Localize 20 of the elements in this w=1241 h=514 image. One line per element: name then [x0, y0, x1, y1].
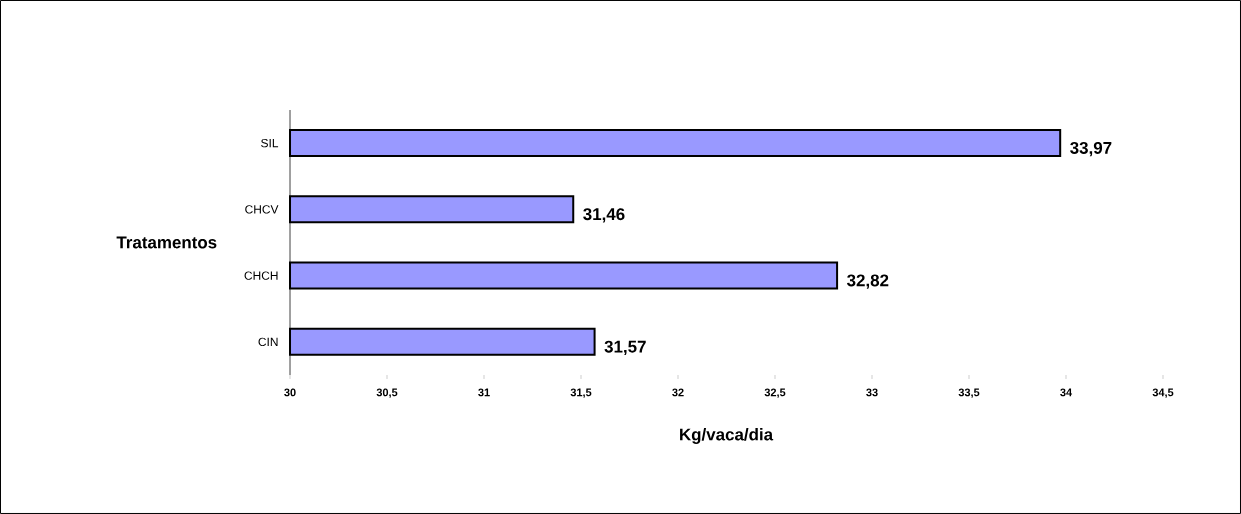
x-tick-label: 30	[284, 388, 296, 397]
y-tick-label: SIL	[261, 138, 279, 148]
x-tick-label: 33	[866, 388, 878, 397]
y-axis-title: Tratamentos	[116, 236, 217, 249]
x-tick-label: 34	[1060, 388, 1073, 397]
data-label: 31,57	[604, 340, 646, 356]
x-tick-label: 31,5	[570, 388, 592, 398]
x-tick-label: 32,5	[764, 388, 786, 398]
data-label: 31,46	[583, 208, 625, 223]
y-tick-label: CIN	[258, 337, 278, 347]
x-tick-label: 34,5	[1152, 388, 1174, 398]
y-tick-label: CHCV	[245, 205, 279, 214]
x-tick-label: 33,5	[958, 388, 980, 398]
x-tick-label: 30,5	[376, 388, 398, 398]
x-axis-title: Kg/vaca/dia	[680, 428, 774, 444]
data-label: 32,82	[847, 274, 889, 289]
data-label: 33,97	[1070, 141, 1112, 157]
x-tick-label: 31	[478, 388, 490, 397]
y-tick-label: CHCH	[244, 271, 278, 280]
x-tick-label: 32	[672, 388, 684, 397]
